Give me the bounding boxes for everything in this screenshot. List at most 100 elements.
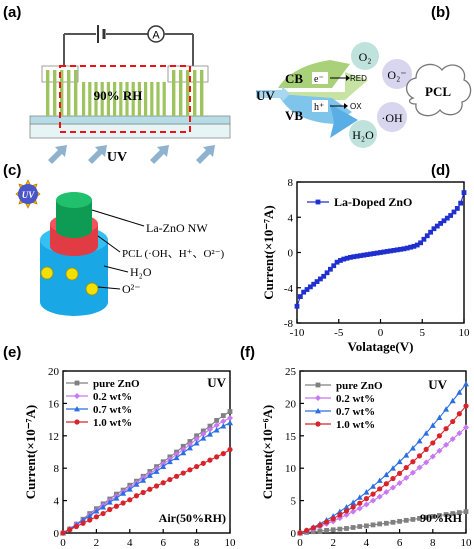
data-point [214, 454, 220, 460]
data-point [344, 255, 350, 261]
x-axis-label: Volatage(V) [348, 339, 414, 354]
nanowire [119, 82, 123, 116]
nanowire [193, 70, 197, 116]
data-point [461, 190, 467, 195]
data-point [307, 284, 313, 290]
data-point [113, 495, 120, 501]
data-point [194, 433, 199, 439]
data-point [391, 247, 397, 253]
data-point [428, 229, 433, 235]
data-point [74, 380, 80, 386]
leader-line [97, 235, 121, 253]
data-point [80, 520, 86, 526]
uv-input-arrow [256, 86, 290, 102]
data-point [430, 514, 436, 519]
nanowire-array [46, 70, 204, 116]
data-point [403, 452, 410, 458]
data-point [301, 289, 307, 295]
x-tick-label: 10 [459, 327, 471, 339]
data-point [324, 528, 329, 533]
y-tick-label: 20 [285, 398, 297, 410]
data-point [411, 243, 417, 249]
data-point [343, 508, 350, 514]
data-point [390, 519, 396, 525]
data-point [206, 431, 213, 437]
panel-label-c: (c) [3, 162, 21, 179]
nanowire [67, 70, 71, 116]
legend-entry: 0.7 wt% [336, 406, 375, 418]
nanowire [82, 82, 86, 116]
data-point [337, 526, 343, 532]
legend-entry: 1.0 wt% [93, 417, 132, 429]
data-point [444, 215, 450, 221]
nanowire [162, 82, 166, 116]
data-point [357, 500, 363, 506]
nanowire [150, 82, 154, 116]
nanowire [200, 70, 204, 116]
x-tick-label: 4 [364, 537, 370, 549]
humidity-label: 90% RH [94, 88, 143, 103]
annotation: 90%RH [420, 511, 463, 525]
data-point [220, 451, 226, 457]
data-point [443, 441, 450, 448]
data-point [441, 218, 447, 224]
h2o-shell-label: H₂O [130, 265, 152, 279]
series-1-0-wt- [60, 446, 233, 536]
data-point [214, 418, 220, 423]
data-point [424, 233, 430, 239]
data-point [127, 497, 133, 503]
data-point [337, 512, 343, 518]
data-point [389, 465, 396, 471]
data-point [310, 525, 316, 531]
data-point [93, 514, 99, 520]
leader-line [91, 209, 145, 227]
data-point [443, 406, 450, 412]
data-point [363, 501, 370, 508]
data-point [166, 458, 173, 465]
y-tick-label: 25 [285, 366, 297, 378]
data-point [120, 490, 127, 496]
data-point [330, 527, 336, 533]
x-tick-label: 6 [160, 537, 166, 549]
chart-d: -10 -5 0 5 10 -8 -4 0 4 8 Volatage(V) Current(×10⁻⁷… [261, 177, 470, 354]
data-point [370, 483, 377, 489]
data-point [417, 516, 422, 521]
data-point [410, 459, 416, 465]
x-tick-label: 10 [225, 537, 237, 549]
data-point [429, 422, 436, 428]
uv-label-a: UV [107, 150, 127, 165]
o2-label: O₂ [359, 50, 372, 64]
nanowire [144, 82, 148, 116]
data-point [443, 426, 449, 432]
data-point [227, 446, 233, 453]
series-line [296, 192, 465, 307]
oh-bubble [377, 102, 407, 132]
panel-c-nanowire: UV La-ZnO NW PCL (·OH、H⁺、O²⁻) H₂O O²⁻ [15, 179, 225, 316]
data-point [376, 477, 383, 483]
panel-label-a: (a) [3, 4, 21, 21]
y-tick-label: -8 [284, 318, 294, 330]
annotation: UV [207, 375, 226, 390]
data-point [436, 447, 443, 454]
data-point [147, 486, 153, 492]
data-point [416, 437, 423, 444]
y-tick-label: 0 [288, 248, 294, 260]
nanowire [113, 82, 117, 116]
data-point [315, 408, 321, 414]
data-point [449, 397, 456, 404]
y-tick-label: 5 [291, 496, 297, 508]
data-point [449, 436, 456, 443]
data-point [421, 236, 427, 242]
data-point [317, 276, 323, 282]
data-point [200, 428, 206, 434]
data-point [160, 463, 167, 469]
data-point [388, 248, 393, 254]
data-point [317, 528, 323, 534]
data-point [357, 524, 363, 529]
la-zno-label: La-ZnO NW [146, 221, 208, 235]
data-point [456, 389, 463, 395]
nanowire [46, 70, 50, 116]
data-point [429, 453, 436, 460]
